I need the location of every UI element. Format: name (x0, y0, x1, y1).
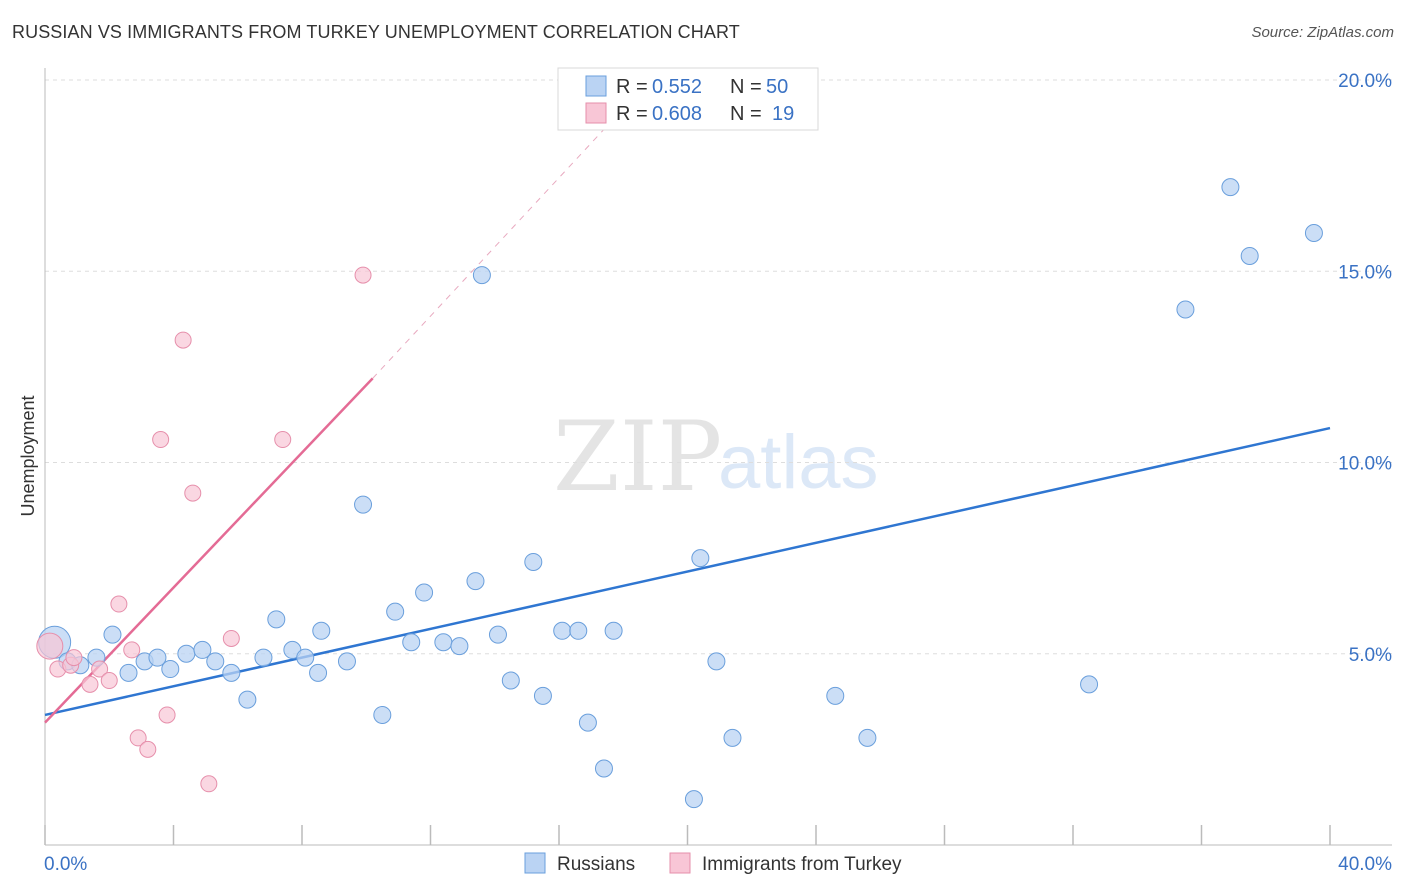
russians-point (103, 625, 122, 644)
chart-title: RUSSIAN VS IMMIGRANTS FROM TURKEY UNEMPL… (12, 22, 740, 42)
legend-swatch-turkey (585, 102, 607, 124)
watermark-zip: ZIP (553, 401, 722, 513)
legend-n-label: N = (730, 76, 762, 98)
russians-point (723, 728, 742, 747)
y-tick-label: 15.0% (1338, 262, 1392, 283)
russians-point (684, 790, 703, 809)
russians-point (161, 660, 180, 679)
turkey-point (174, 331, 192, 349)
y-axis-title: Unemployment (18, 395, 38, 516)
chart-source: Source: ZipAtlas.com (1251, 24, 1394, 41)
russians-point (386, 602, 405, 621)
russians-point (238, 690, 257, 709)
russians-trendline (44, 426, 1331, 717)
legend-r-label: R = (616, 76, 648, 98)
russians-point (450, 637, 469, 656)
series-label-russians: Russians (557, 854, 635, 875)
russians-point (826, 686, 845, 705)
turkey-point (222, 629, 240, 647)
turkey-point (274, 431, 292, 449)
russians-point (1080, 675, 1099, 694)
russians-point (337, 652, 356, 671)
legend-r-label: R = (616, 103, 648, 125)
turkey-point (354, 266, 372, 284)
tick-labels: 5.0% 10.0% 15.0% 20.0% 0.0% 40.0% (44, 71, 1392, 875)
russians-point (296, 648, 315, 667)
turkey-point (110, 595, 128, 613)
russians-point (533, 686, 552, 705)
russians-point (148, 648, 167, 667)
turkey-point (36, 632, 64, 660)
turkey-point (158, 706, 176, 724)
russians-point (434, 633, 453, 652)
russians-point (415, 583, 434, 602)
russians-point (691, 549, 710, 568)
y-tick-label: 5.0% (1349, 645, 1392, 666)
turkey-point (100, 672, 118, 690)
russians-point (524, 552, 543, 571)
russians-point (707, 652, 726, 671)
legend-n-value: 19 (772, 103, 794, 125)
turkey-point (81, 675, 99, 693)
series-legend: Russians Immigrants from Turkey (524, 852, 902, 875)
turkey-point (152, 431, 170, 449)
turkey-point (91, 660, 109, 678)
gridlines (45, 79, 1392, 655)
legend-n-value: 50 (766, 76, 788, 98)
russians-point (309, 663, 328, 682)
russians-point (1304, 224, 1323, 242)
legend-n-label: N = (730, 103, 762, 125)
turkey-trendline-extension (372, 125, 608, 379)
russians-point (1221, 178, 1240, 197)
russians-point (1240, 246, 1259, 265)
russians-point (858, 728, 877, 747)
russians-point (553, 621, 572, 640)
correlation-legend: R = 0.552 N = 50 R = 0.608 N = 19 (557, 67, 819, 131)
turkey-point (184, 484, 202, 502)
russians-point (1176, 300, 1195, 319)
y-tick-label: 10.0% (1338, 454, 1392, 475)
russians-point (193, 640, 212, 659)
russians-point (569, 621, 588, 640)
watermark: ZIP atlas (553, 401, 879, 513)
russians-point (267, 610, 286, 629)
legend-swatch-russians (585, 75, 607, 97)
series-swatch-turkey (669, 852, 691, 874)
russians-point (119, 663, 138, 682)
x-tick-label: 0.0% (44, 854, 87, 875)
data-points (36, 178, 1323, 809)
axes (44, 68, 1392, 846)
russians-point (254, 648, 273, 667)
y-tick-label: 20.0% (1338, 71, 1392, 92)
russians-point (472, 266, 491, 285)
russians-point (373, 705, 392, 724)
turkey-point (200, 775, 218, 793)
russians-point (206, 652, 225, 671)
legend-r-value: 0.608 (652, 103, 702, 125)
series-label-turkey: Immigrants from Turkey (702, 854, 902, 875)
russians-point (578, 713, 597, 732)
russians-point (177, 644, 196, 663)
russians-point (604, 621, 623, 640)
russians-point (354, 495, 373, 514)
turkey-point (139, 740, 157, 758)
x-tick-label: 40.0% (1338, 854, 1392, 875)
turkey-point (123, 641, 141, 659)
legend-r-value: 0.552 (652, 76, 702, 98)
russians-point (488, 625, 507, 644)
series-swatch-russians (524, 852, 546, 874)
turkey-point (65, 649, 83, 667)
russians-point (402, 633, 421, 652)
russians-point (501, 671, 520, 690)
russians-point (466, 572, 485, 591)
russians-point (594, 759, 613, 778)
russians-point (312, 621, 331, 640)
turkey-point (129, 729, 147, 747)
russians-point (222, 663, 241, 682)
